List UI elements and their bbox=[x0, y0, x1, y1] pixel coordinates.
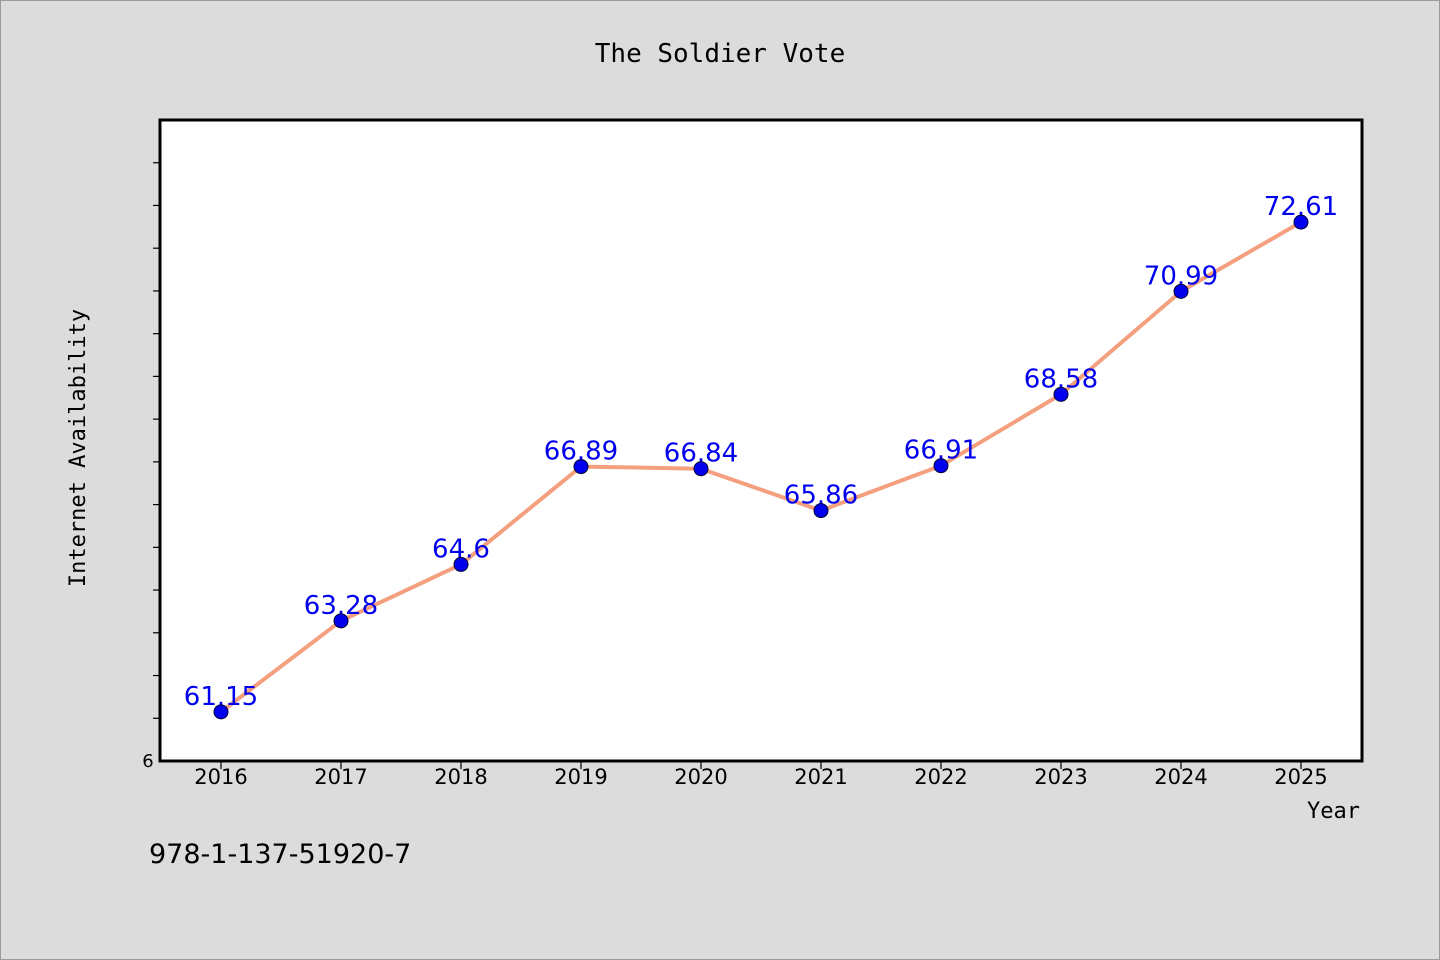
x-tick-label: 2016 bbox=[194, 765, 247, 789]
data-point bbox=[813, 503, 829, 519]
data-point bbox=[1173, 283, 1189, 299]
data-point bbox=[333, 613, 349, 629]
x-axis-label: Year bbox=[1307, 799, 1360, 824]
x-tick-label: 2025 bbox=[1274, 765, 1327, 789]
x-axis-ticks: 2016 2017 2018 2019 2020 2021 2022 2023 2024 2025 bbox=[194, 761, 1328, 789]
x-tick-label: 2020 bbox=[674, 765, 727, 789]
y-axis-label: Internet Availability bbox=[66, 309, 91, 587]
y-axis-ticks bbox=[153, 162, 160, 719]
x-tick-label: 2018 bbox=[434, 765, 487, 789]
data-point bbox=[213, 704, 229, 720]
x-tick-label: 2023 bbox=[1034, 765, 1087, 789]
y-tick-label: 6 bbox=[142, 751, 153, 772]
data-point bbox=[933, 458, 949, 474]
data-point bbox=[693, 461, 709, 477]
chart-title: The Soldier Vote bbox=[595, 39, 845, 69]
data-point bbox=[573, 459, 589, 475]
x-tick-label: 2021 bbox=[794, 765, 847, 789]
x-tick-label: 2022 bbox=[914, 765, 967, 789]
data-point bbox=[453, 556, 469, 572]
plot-area bbox=[158, 118, 1364, 763]
data-point bbox=[1053, 386, 1069, 402]
x-tick-label: 2019 bbox=[554, 765, 607, 789]
data-point bbox=[1293, 214, 1309, 230]
x-tick-label: 2017 bbox=[314, 765, 367, 789]
footer-code: 978-1-137-51920-7 bbox=[149, 839, 411, 870]
x-tick-label: 2024 bbox=[1154, 765, 1207, 789]
series-line bbox=[219, 220, 1303, 714]
